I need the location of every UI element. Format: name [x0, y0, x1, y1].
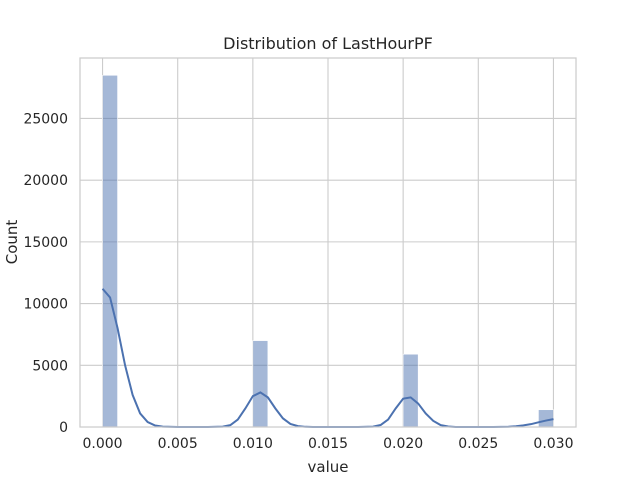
x-tick-label: 0.025	[458, 436, 498, 452]
y-tick-labels: 0 5000 10000 15000 20000 25000	[23, 111, 68, 436]
x-grid-lines	[101, 58, 555, 427]
x-tick-labels: 0.000 0.005 0.010 0.015 0.020 0.025 0.030	[82, 436, 573, 452]
plot-frame	[79, 57, 577, 428]
x-tick-label: 0.005	[158, 436, 198, 452]
histogram-bar	[402, 353, 419, 428]
x-tick-label: 0.010	[233, 436, 273, 452]
x-tick-label: 0.000	[82, 436, 122, 452]
y-tick-label: 10000	[23, 297, 68, 313]
histogram-bars	[102, 74, 554, 428]
y-axis-label: Count	[3, 220, 21, 265]
chart-title: Distribution of LastHourPF	[223, 34, 433, 53]
x-tick-label: 0.030	[533, 436, 573, 452]
x-tick-label: 0.020	[383, 436, 423, 452]
x-axis-label: value	[308, 458, 349, 476]
y-tick-label: 5000	[32, 358, 68, 374]
x-tick-label: 0.015	[308, 436, 348, 452]
histogram-bar	[102, 74, 118, 428]
y-tick-label: 20000	[23, 173, 68, 189]
y-tick-label: 25000	[23, 111, 68, 127]
y-tick-label: 0	[59, 420, 68, 436]
histogram-bar	[252, 340, 269, 428]
histogram-bar	[538, 409, 554, 428]
y-tick-label: 15000	[23, 235, 68, 251]
y-grid-lines	[80, 117, 576, 428]
